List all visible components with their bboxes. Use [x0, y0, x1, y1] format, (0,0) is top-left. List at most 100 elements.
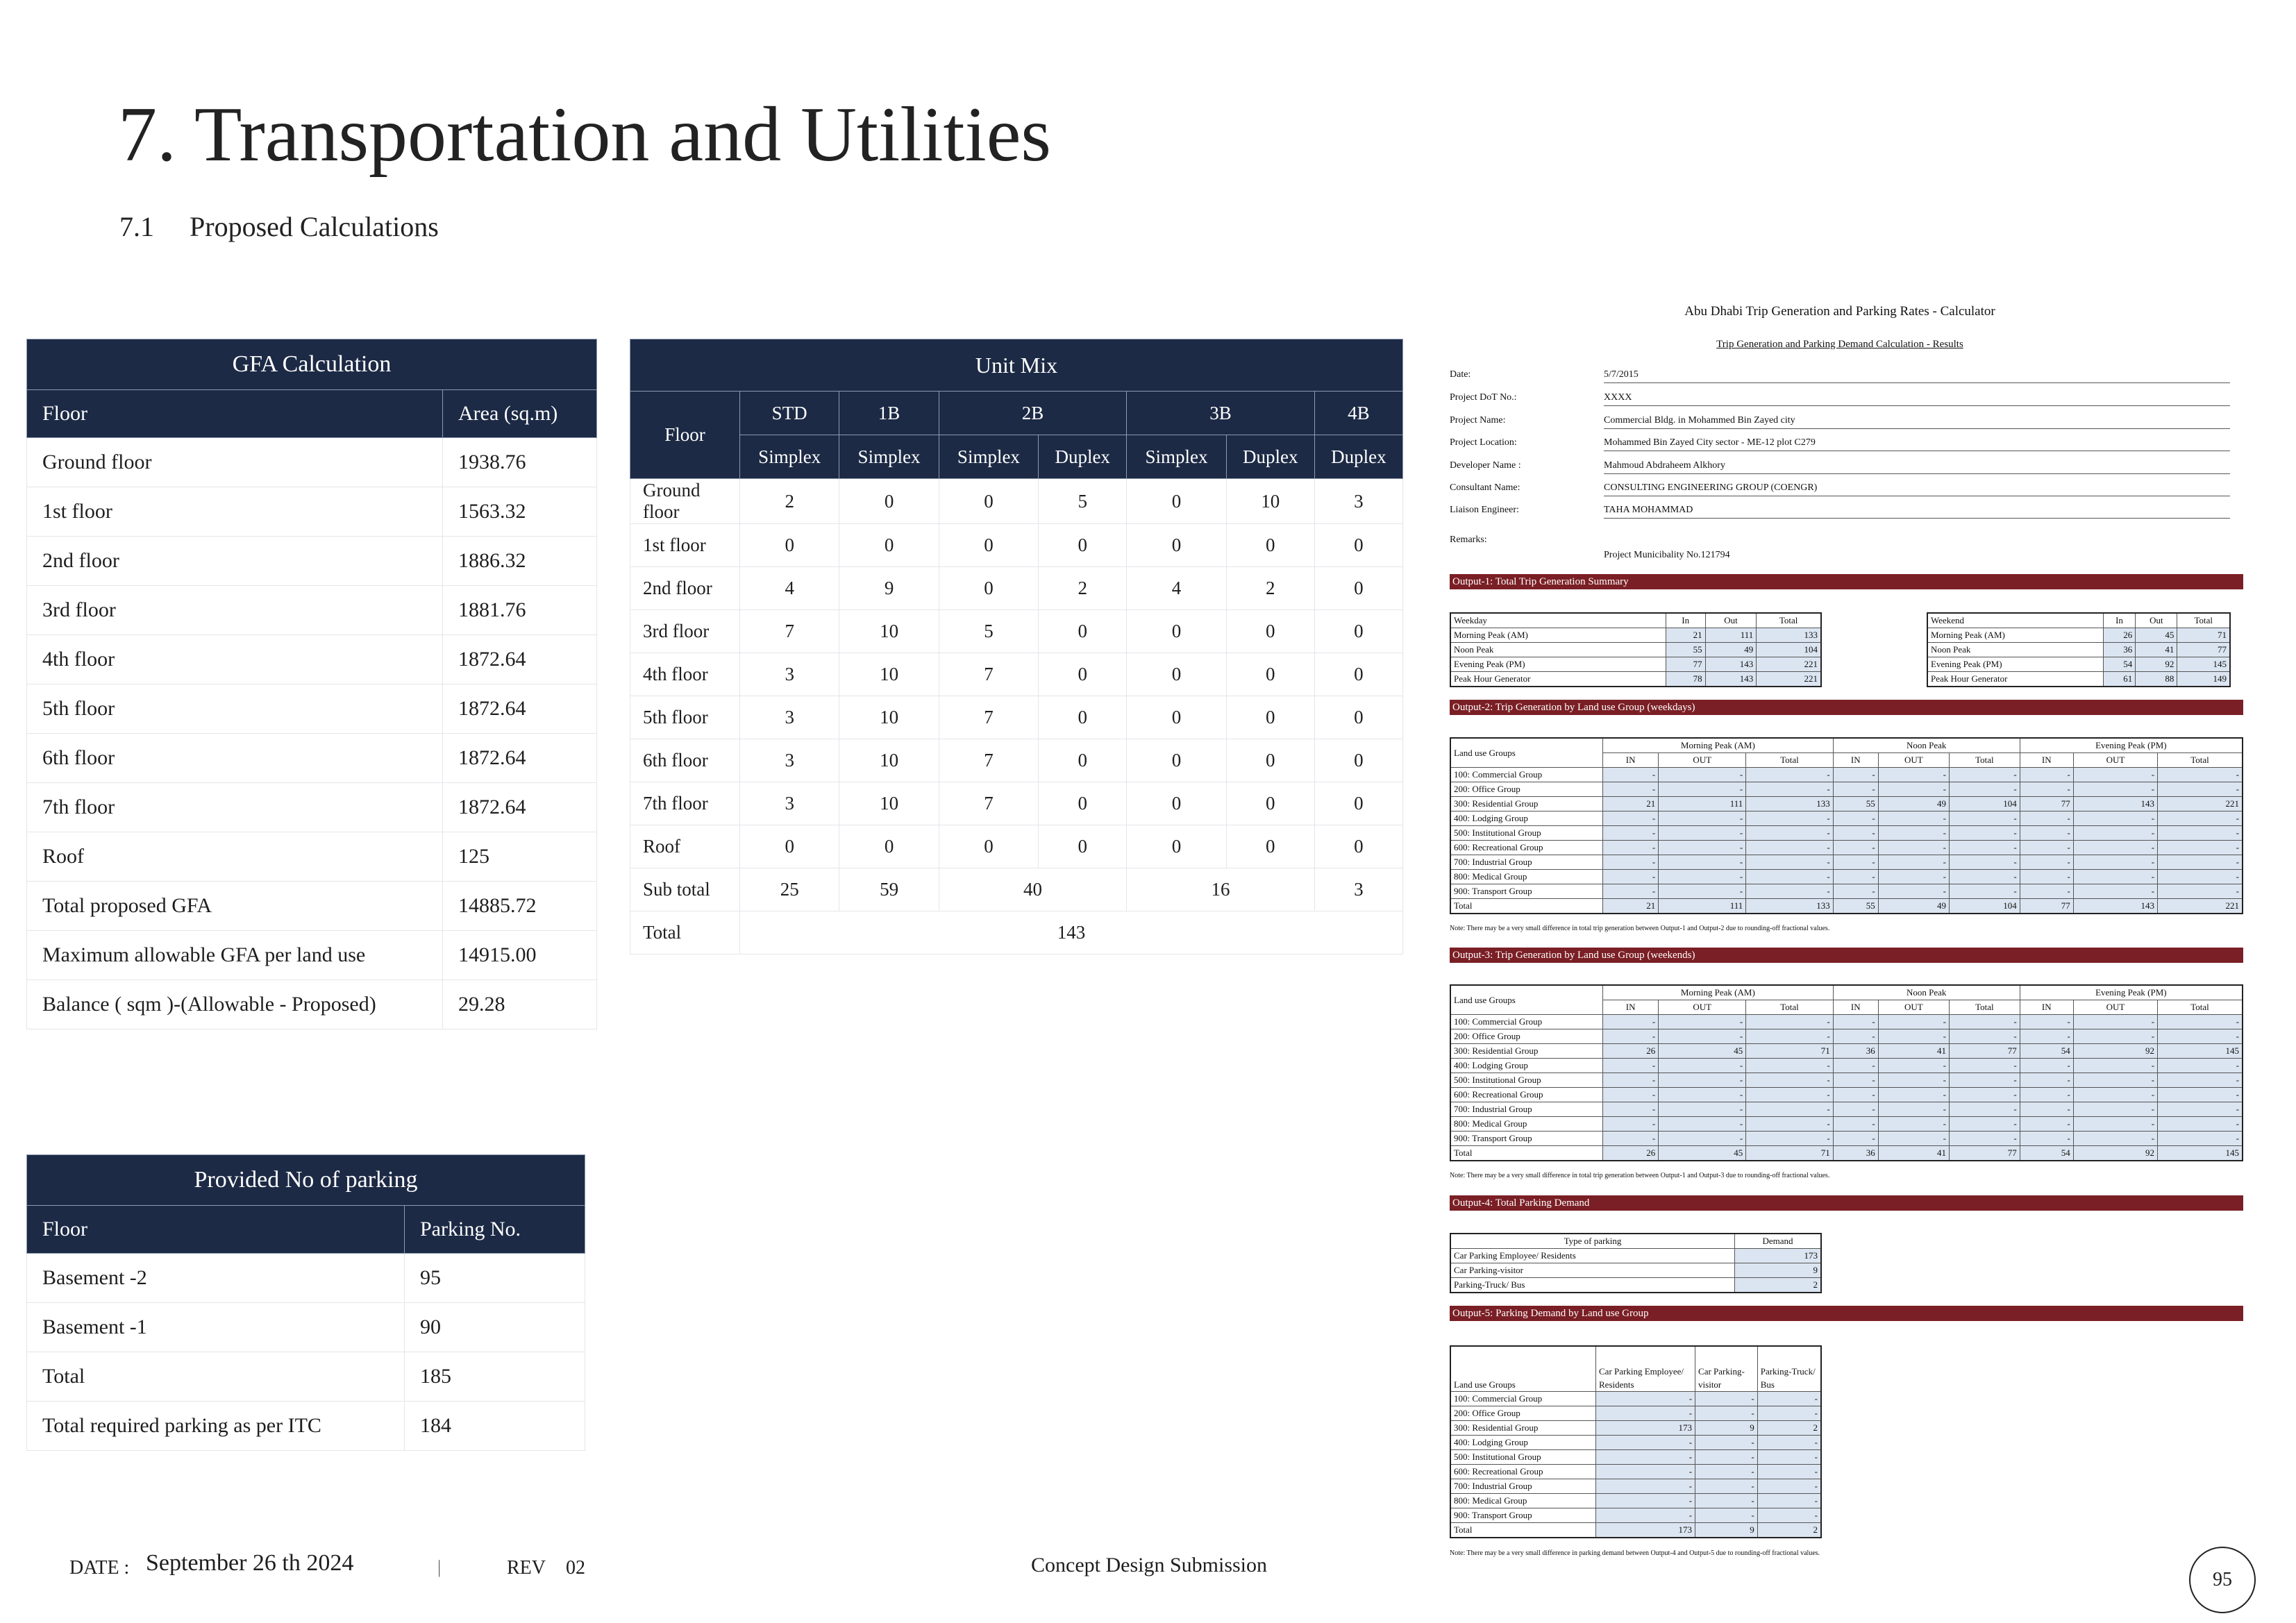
group-value-cell: -: [1658, 1087, 1747, 1102]
group-value-cell: -: [2072, 825, 2159, 841]
summary-value-cell: 133: [1756, 628, 1822, 643]
weekend-group-row: 600: Recreational Group - - - - - - - - -: [1450, 1087, 2243, 1102]
gfa-area-cell: 1872.64: [442, 733, 597, 783]
parking-group-value-cell: -: [1595, 1479, 1696, 1494]
group-value-cell: -: [1877, 1014, 1950, 1029]
group-value-cell: -: [1948, 1087, 2020, 1102]
demand-header-row: Type of parking Demand: [1450, 1233, 1822, 1249]
group-value-cell: -: [1745, 1073, 1834, 1088]
gfa-row: 7th floor 1872.64: [26, 782, 597, 832]
gfa-area-cell: 14885.72: [442, 881, 597, 931]
group-value-cell: -: [2157, 782, 2243, 797]
group-value-cell: -: [1745, 1014, 1834, 1029]
parking-group-value-cell: -: [1757, 1435, 1822, 1450]
summary-label-cell: Morning Peak (AM): [1927, 628, 2104, 643]
weekday-group-row: 600: Recreational Group - - - - - - - - -: [1450, 840, 2243, 855]
parking-group-value-cell: 2: [1757, 1522, 1822, 1538]
gfa-row: Maximum allowable GFA per land use 14915.…: [26, 930, 597, 980]
group-value-cell: -: [1877, 811, 1950, 826]
unit-count-cell: 0: [1126, 609, 1227, 653]
calc-info-value: Commercial Bldg. in Mohammed Bin Zayed c…: [1604, 415, 2230, 429]
group-value-cell: 77: [1948, 1043, 2020, 1059]
gfa-floor-cell: 2nd floor: [26, 536, 443, 586]
group-value-cell: -: [1745, 855, 1834, 870]
group-value-cell: 71: [1745, 1145, 1834, 1161]
group-name-cell: 800: Medical Group: [1450, 1493, 1596, 1508]
summary-header-cell: Weekday: [1450, 612, 1666, 628]
footer-rev-label: REV: [507, 1557, 546, 1579]
summary-label-cell: Peak Hour Generator: [1450, 671, 1666, 687]
group-value-cell: -: [2072, 840, 2159, 855]
unit-count-cell: 0: [1126, 653, 1227, 696]
unit-subtotal-1b: 59: [839, 868, 939, 911]
unit-count-cell: 3: [739, 782, 840, 825]
output-5-note: Note: There may be a very small differen…: [1450, 1549, 1820, 1557]
parking-floor-cell: Basement -2: [26, 1253, 405, 1303]
group-value-cell: -: [1602, 840, 1659, 855]
group-value-cell: -: [1658, 1029, 1747, 1044]
calc-info-row: Developer Name : Mahmoud Abdraheem Alkhor…: [1450, 460, 2231, 474]
group-value-cell: -: [1745, 782, 1834, 797]
unit-subheader: Simplex: [739, 435, 840, 479]
group-value-cell: -: [2157, 1058, 2243, 1073]
group-value-cell: -: [1658, 811, 1747, 826]
group-value-cell: -: [1602, 782, 1659, 797]
unit-row: 7th floor 3 10 7 0 0 0 0: [630, 782, 1404, 825]
summary-row: Peak Hour Generator 61 88 149: [1927, 671, 2231, 687]
group-value-cell: 45: [1658, 1145, 1747, 1161]
group-value-cell: 49: [1877, 898, 1950, 914]
unit-row: Ground floor 2 0 0 5 0 10 3: [630, 478, 1404, 524]
unit-floor-cell: 1st floor: [630, 523, 740, 567]
group-header-row: Land use Groups Morning Peak (AM) Noon Pea…: [1450, 984, 2243, 1015]
weekend-group-row: 200: Office Group - - - - - - - - -: [1450, 1029, 2243, 1044]
group-value-cell: -: [2157, 855, 2243, 870]
group-value-cell: -: [2019, 869, 2074, 884]
group-value-cell: -: [1658, 825, 1747, 841]
group-name-cell: 800: Medical Group: [1450, 869, 1603, 884]
demand-type-cell: Car Parking Employee/ Residents: [1450, 1248, 1735, 1263]
group-value-cell: 92: [2072, 1145, 2159, 1161]
summary-value-cell: 77: [1665, 657, 1706, 672]
summary-header-cell: Total: [2177, 612, 2231, 628]
group-name-cell: 300: Residential Group: [1450, 1420, 1596, 1436]
gfa-row: Balance ( sqm )-(Allowable - Proposed) 29…: [26, 979, 597, 1029]
parking-count-cell: 90: [404, 1302, 585, 1352]
demand-row: Car Parking Employee/ Residents 173: [1450, 1248, 1822, 1263]
group-value-cell: -: [2019, 1014, 2074, 1029]
unit-count-cell: 0: [1225, 696, 1315, 739]
unit-subtotal-std: 25: [739, 868, 840, 911]
gfa-floor-cell: 5th floor: [26, 684, 443, 734]
unit-count-cell: 0: [1225, 609, 1315, 653]
group-value-cell: -: [1877, 869, 1950, 884]
unit-count-cell: 0: [1225, 739, 1315, 782]
unit-count-cell: 0: [938, 566, 1039, 610]
parking-group-header-cell: Land use Groups: [1450, 1345, 1596, 1392]
unit-subheader: Duplex: [1314, 435, 1404, 479]
parking-group-value-cell: -: [1595, 1391, 1696, 1406]
period-subheader: OUT: [1877, 752, 1950, 768]
footer-date-label: DATE :: [69, 1557, 130, 1579]
unit-count-cell: 0: [839, 523, 939, 567]
summary-header-row: Weekend In Out Total: [1927, 612, 2231, 628]
group-value-cell: -: [1602, 767, 1659, 782]
parking-group-value-cell: 173: [1595, 1522, 1696, 1538]
group-value-cell: -: [1602, 1014, 1659, 1029]
parking-group-value-cell: -: [1595, 1464, 1696, 1479]
group-value-cell: -: [1745, 1102, 1834, 1117]
group-name-cell: 200: Office Group: [1450, 1029, 1603, 1044]
parking-demand-table: Type of parking Demand Car Parking Employe…: [1450, 1233, 1822, 1293]
summary-value-cell: 36: [2102, 642, 2136, 657]
group-name-cell: 600: Recreational Group: [1450, 1464, 1596, 1479]
parking-count-cell: 185: [404, 1352, 585, 1402]
unit-count-cell: 0: [1038, 782, 1128, 825]
summary-row: Morning Peak (AM) 26 45 71: [1927, 628, 2231, 643]
summary-label-cell: Noon Peak: [1927, 642, 2104, 657]
unit-count-cell: 0: [1314, 825, 1404, 868]
group-value-cell: -: [1745, 811, 1834, 826]
group-value-cell: -: [2072, 1102, 2159, 1117]
group-value-cell: -: [2072, 869, 2159, 884]
group-name-cell: 700: Industrial Group: [1450, 1102, 1603, 1117]
summary-value-cell: 26: [2102, 628, 2136, 643]
group-name-cell: 600: Recreational Group: [1450, 840, 1603, 855]
unit-count-cell: 7: [938, 782, 1039, 825]
